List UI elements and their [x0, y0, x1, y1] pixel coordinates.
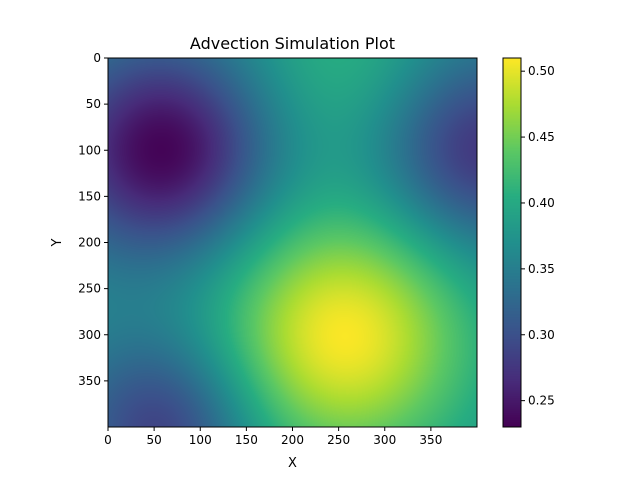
colorbar-tick-label: 0.25	[528, 394, 555, 408]
heatmap-image	[108, 58, 477, 427]
y-tick-label: 150	[78, 189, 101, 203]
colorbar-tick-label: 0.50	[528, 64, 555, 78]
y-tick-label: 350	[78, 374, 101, 388]
x-axis-ticks: 0 50 100 150 200 250 300 350	[104, 427, 442, 447]
x-tick-label: 100	[189, 433, 212, 447]
x-tick-label: 150	[235, 433, 258, 447]
x-tick-label: 50	[146, 433, 161, 447]
x-axis-label: X	[288, 456, 297, 471]
y-tick-label: 250	[78, 282, 101, 296]
x-tick-label: 200	[281, 433, 304, 447]
y-axis-ticks: 0 50 100 150 200 250 300 350	[78, 51, 108, 388]
x-tick-label: 250	[327, 433, 350, 447]
y-tick-label: 100	[78, 143, 101, 157]
colorbar-ticks: 0.25 0.30 0.35 0.40 0.45 0.50	[521, 64, 555, 408]
colorbar-tick-label: 0.30	[528, 328, 555, 342]
y-tick-label: 0	[93, 51, 101, 65]
colorbar-tick-label: 0.35	[528, 262, 555, 276]
y-tick-label: 300	[78, 328, 101, 342]
x-tick-label: 0	[104, 433, 112, 447]
x-tick-label: 300	[373, 433, 396, 447]
colorbar-gradient	[503, 58, 521, 427]
colorbar-frame	[502, 57, 522, 428]
colorbar-tick-label: 0.40	[528, 196, 555, 210]
y-tick-label: 50	[86, 97, 101, 111]
y-axis-label: Y	[50, 238, 65, 247]
y-tick-label: 200	[78, 236, 101, 250]
plot-frame	[107, 57, 478, 428]
colorbar-tick-label: 0.45	[528, 130, 555, 144]
x-tick-label: 350	[419, 433, 442, 447]
chart-title: Advection Simulation Plot	[190, 34, 395, 53]
